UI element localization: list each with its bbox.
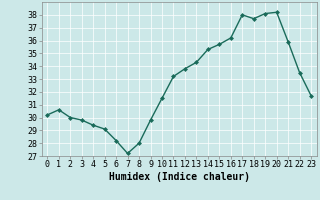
X-axis label: Humidex (Indice chaleur): Humidex (Indice chaleur) [109,172,250,182]
